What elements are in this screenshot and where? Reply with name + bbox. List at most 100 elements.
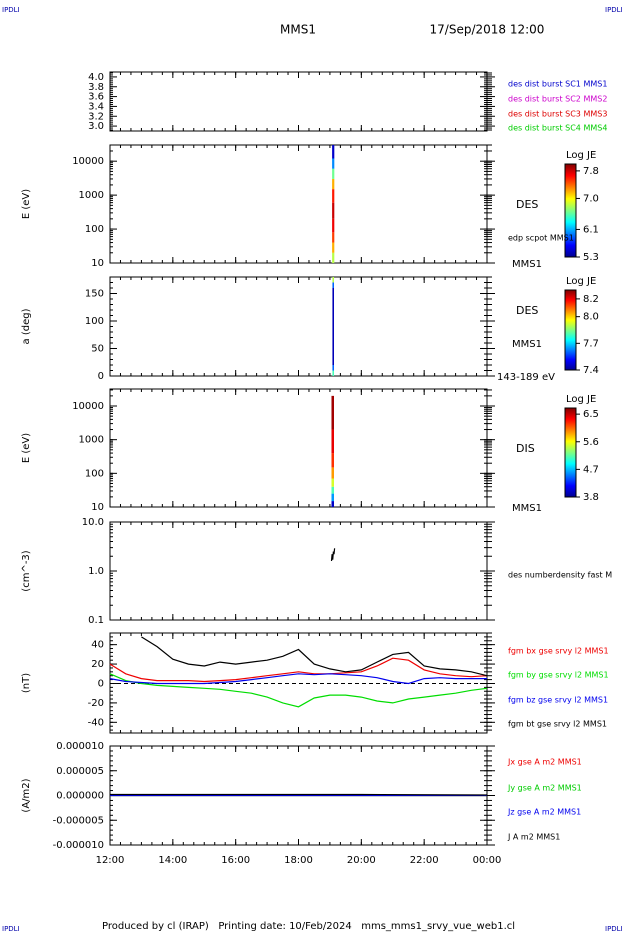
x-tick-label: 18:00 [284, 855, 313, 866]
spectrogram-cell [332, 178, 335, 190]
y-axis-label: E (eV) [21, 189, 32, 219]
spectrogram-cell [332, 158, 335, 169]
legend-entry: Jz gse A m2 MMS1 [507, 808, 581, 817]
colorbar-tick-label: 7.8 [583, 166, 599, 177]
spectrogram-cell [332, 370, 335, 376]
y-tick-label: 3.6 [88, 92, 104, 103]
spectrogram-cell [332, 282, 335, 288]
y-tick-label: 150 [85, 289, 104, 300]
spectrogram-cell [332, 252, 335, 263]
colorbar-label: Log JE [566, 394, 596, 405]
legend-entry: J A m2 MMS1 [507, 833, 560, 842]
legend-entry: fgm bz gse srvy l2 MMS1 [508, 696, 608, 705]
colorbar-tick-label: 4.7 [583, 464, 599, 475]
y-tick-label: 3.8 [88, 82, 104, 93]
spectrogram-cell [332, 277, 335, 283]
colorbar-tick-label: 7.7 [583, 338, 599, 349]
plot-frame [109, 144, 488, 264]
colorbar [564, 163, 577, 258]
panel-label: DES [516, 304, 538, 317]
y-tick-label: 10.0 [82, 517, 104, 528]
colorbar [564, 407, 577, 498]
plot-frame [109, 71, 488, 132]
y-tick-label: 0.000010 [56, 741, 104, 752]
y-tick-label: 4.0 [88, 72, 104, 83]
colorbar-tick-label: 5.3 [583, 252, 599, 263]
legend-entry: fgm bx gse srvy l2 MMS1 [508, 647, 609, 656]
colorbar-label: Log JE [566, 150, 596, 161]
y-tick-label: 20 [91, 659, 104, 670]
colorbar-tick-label: 7.0 [583, 193, 599, 204]
spectrogram-cell [331, 501, 335, 507]
y-tick-label: 100 [85, 468, 104, 479]
panel-label: MMS1 [512, 259, 542, 270]
legend-entry: des dist burst SC2 MMS2 [508, 95, 607, 104]
spectrogram-cell [331, 467, 335, 479]
y-tick-label: 10000 [72, 156, 104, 167]
y-tick-label: 1000 [79, 435, 104, 446]
y-tick-label: 10 [91, 258, 104, 269]
series-line [110, 793, 488, 796]
series-line [109, 673, 488, 708]
colorbar-tick-label: 5.6 [583, 437, 599, 448]
date: 17/Sep/2018 12:00 [430, 23, 545, 37]
series-line [109, 673, 487, 685]
legend-entry: des dist burst SC3 MMS3 [508, 110, 607, 119]
spectrogram-cell [331, 453, 335, 468]
spectrogram-cell [331, 478, 335, 487]
legend-entry: Jx gse A m2 MMS1 [507, 758, 582, 767]
y-tick-label: -0.000010 [53, 840, 104, 851]
x-tick-label: 12:00 [96, 855, 125, 866]
y-tick-label: 0.1 [88, 615, 104, 626]
y-axis-label: E (eV) [21, 433, 32, 463]
y-tick-label: -20 [88, 698, 104, 709]
colorbar-tick-label: 7.4 [583, 365, 599, 376]
corner-label: IPDLI [2, 925, 20, 933]
panel-label: edp scpot MMS1 [508, 234, 574, 243]
x-tick-label: 22:00 [410, 855, 439, 866]
legend-entry: des numberdensity fast M [508, 571, 612, 580]
colorbar-label: Log JE [566, 276, 596, 287]
legend-entry: fgm by gse srvy l2 MMS1 [508, 671, 609, 680]
spectrogram-cell [331, 429, 335, 454]
corner-label: IPDLI [2, 6, 20, 14]
legend-entry: des dist burst SC1 MMS1 [508, 80, 607, 89]
y-tick-label: -0.000005 [53, 815, 104, 826]
y-tick-label: 3.0 [88, 121, 104, 132]
legend-entry: des dist burst SC4 MMS4 [508, 124, 607, 133]
y-tick-label: 40 [91, 640, 104, 651]
y-tick-label: 3.2 [88, 111, 104, 122]
y-tick-label: 10000 [72, 401, 104, 412]
y-tick-label: 3.4 [88, 101, 104, 112]
spectrogram-cell [332, 218, 335, 233]
colorbar-tick-label: 8.0 [583, 312, 599, 323]
x-tick-label: 16:00 [221, 855, 250, 866]
panel-label: 143-189 eV [497, 372, 555, 383]
colorbar-tick-label: 6.5 [583, 409, 599, 420]
y-tick-label: 1.0 [88, 566, 104, 577]
spectrogram-cell [331, 486, 335, 494]
y-tick-label: 100 [85, 224, 104, 235]
corner-label: IPDLI [605, 925, 623, 933]
x-tick-label: 20:00 [347, 855, 376, 866]
plot-frame [109, 388, 488, 508]
spectrogram-cell [332, 202, 335, 219]
y-tick-label: 0.000000 [56, 791, 104, 802]
panel-label: DIS [516, 442, 535, 455]
spectrogram-cell [332, 242, 335, 253]
panel-label: MMS1 [512, 339, 542, 350]
colorbar [564, 289, 577, 371]
corner-label: IPDLI [605, 6, 623, 14]
y-tick-label: -40 [88, 717, 104, 728]
panel-label: MMS1 [512, 503, 542, 514]
legend-entry: Jy gse A m2 MMS1 [507, 784, 582, 793]
spectrogram-cell [332, 232, 335, 243]
legend-entry: fgm bt gse srvy l2 MMS1 [508, 720, 607, 729]
colorbar-tick-label: 8.2 [583, 294, 599, 305]
footer: Produced by cl (IRAP) Printing date: 10/… [102, 921, 515, 932]
y-tick-label: 50 [91, 344, 104, 355]
y-tick-label: 0 [98, 678, 104, 689]
series-line [141, 636, 488, 677]
spectrogram-cell [332, 288, 335, 365]
